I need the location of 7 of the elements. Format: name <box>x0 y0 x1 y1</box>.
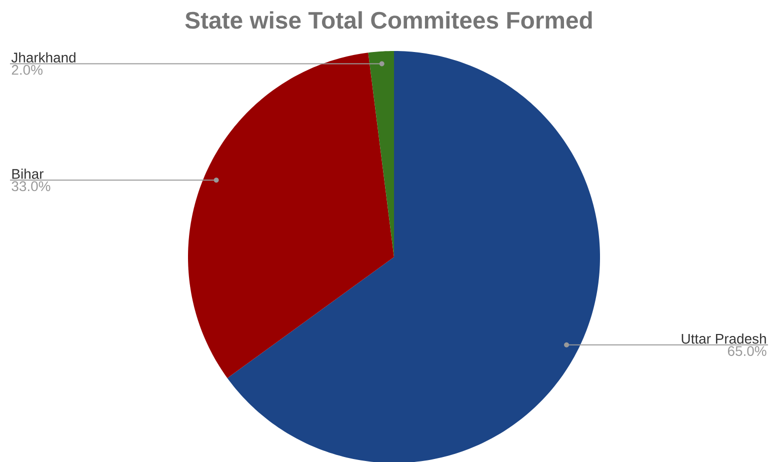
slice-label: Bihar <box>12 168 44 179</box>
data-label: 33.0% <box>12 181 50 192</box>
data-label: 65.0% <box>728 346 766 356</box>
slice-label: Uttar Pradesh <box>682 333 766 344</box>
chart-title: State wise Total Commitees Formed <box>185 11 592 29</box>
slice-label: Jharkhand <box>11 52 76 63</box>
data-label: 2.0% <box>12 64 42 75</box>
